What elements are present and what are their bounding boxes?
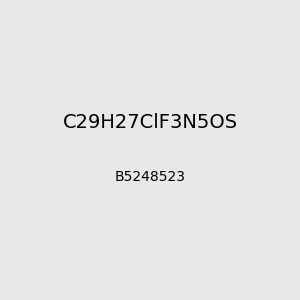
Text: B5248523: B5248523 <box>115 170 185 184</box>
Text: C29H27ClF3N5OS: C29H27ClF3N5OS <box>62 113 238 133</box>
